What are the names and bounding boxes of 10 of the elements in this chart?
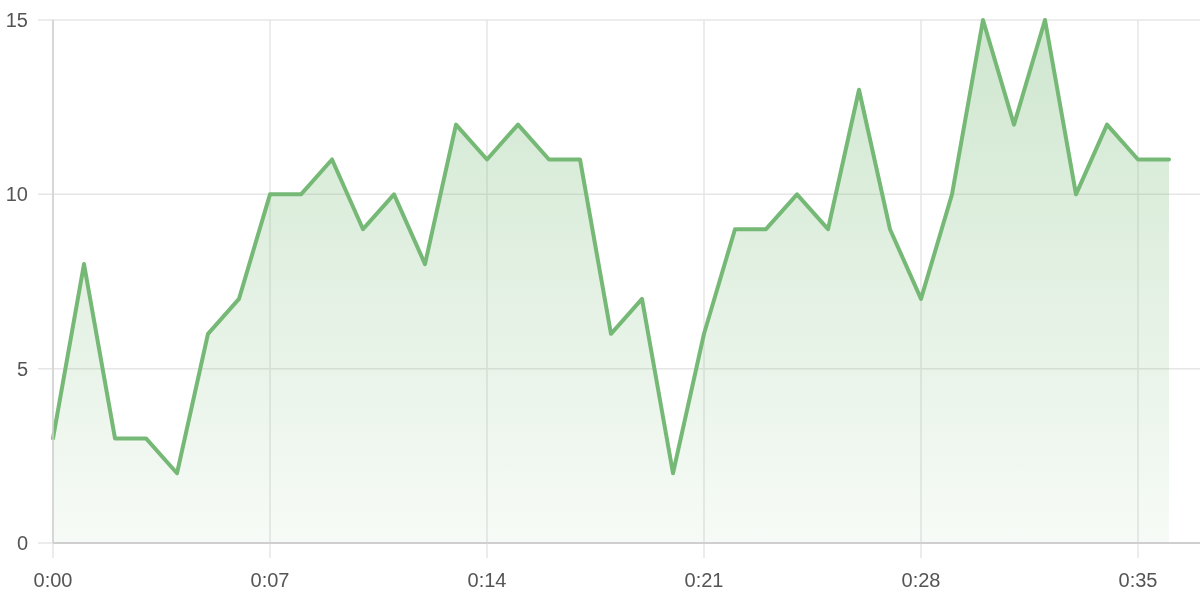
x-tick-label: 0:21 <box>684 569 724 591</box>
x-tick-label: 0:14 <box>467 569 507 591</box>
y-tick-label: 10 <box>5 183 28 206</box>
y-tick-label: 0 <box>16 532 28 554</box>
x-tick-label: 0:00 <box>33 569 73 591</box>
x-tick-label: 0:35 <box>1118 569 1158 591</box>
x-tick-label: 0:28 <box>901 569 941 591</box>
y-tick-label: 5 <box>16 357 28 380</box>
x-tick-label: 0:07 <box>250 569 290 591</box>
y-tick-label: 15 <box>5 9 28 31</box>
